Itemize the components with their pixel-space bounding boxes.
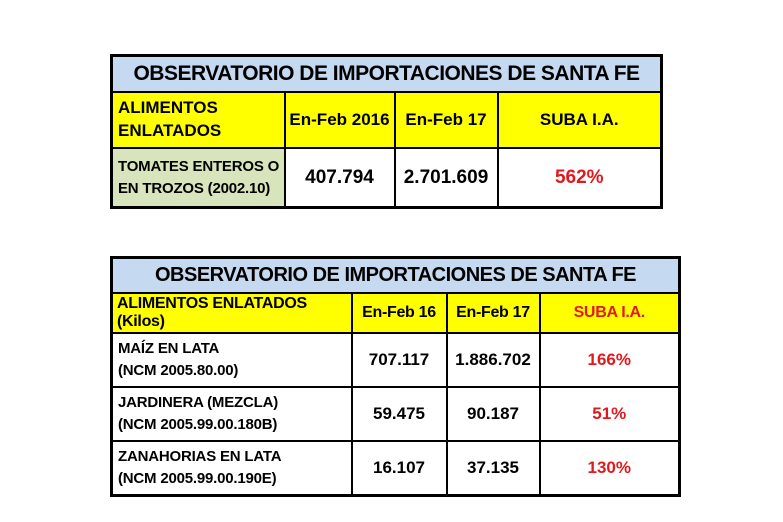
- value-en-feb-17: 37.135: [445, 440, 541, 497]
- table-row: JARDINERA (MEZCLA) (NCM 2005.99.00.180B)…: [110, 386, 681, 442]
- value-suba-ia: 166%: [538, 332, 681, 388]
- table-title: OBSERVATORIO DE IMPORTACIONES DE SANTA F…: [110, 54, 663, 93]
- value-en-feb-16: 16.107: [350, 440, 448, 497]
- row-label-line2: EN TROZOS (2002.10): [118, 179, 271, 197]
- column-header-en-feb-2016: En-Feb 2016: [283, 91, 396, 149]
- value-en-feb-17: 1.886.702: [445, 332, 541, 388]
- row-label-jardinera: JARDINERA (MEZCLA) (NCM 2005.99.00.180B): [110, 386, 353, 442]
- table-row: TOMATES ENTEROS O EN TROZOS (2002.10) 40…: [110, 147, 663, 209]
- row-label-line2: (NCM 2005.99.00.180B): [118, 416, 278, 433]
- row-label-line2: (NCM 2005.99.00.190E): [118, 470, 277, 487]
- column-header-suba-ia: SUBA I.A.: [538, 292, 681, 334]
- row-label-line1: JARDINERA (MEZCLA): [118, 394, 279, 412]
- table-row: ZANAHORIAS EN LATA (NCM 2005.99.00.190E)…: [110, 440, 681, 497]
- table-row: OBSERVATORIO DE IMPORTACIONES DE SANTA F…: [110, 256, 681, 294]
- table-row: ALIMENTOS ENLATADOS En-Feb 2016 En-Feb 1…: [110, 91, 663, 149]
- value-suba-ia: 130%: [538, 440, 681, 497]
- row-label-line1: TOMATES ENTEROS O: [118, 157, 280, 175]
- imports-table-tomatoes: OBSERVATORIO DE IMPORTACIONES DE SANTA F…: [110, 54, 664, 209]
- row-label-line1: MAÍZ EN LATA: [118, 340, 220, 358]
- imports-table-kilos: OBSERVATORIO DE IMPORTACIONES DE SANTA F…: [110, 256, 682, 497]
- value-suba-ia: 562%: [496, 147, 663, 209]
- row-label-zanahorias: ZANAHORIAS EN LATA (NCM 2005.99.00.190E): [110, 440, 353, 497]
- table-title: OBSERVATORIO DE IMPORTACIONES DE SANTA F…: [110, 256, 681, 294]
- value-en-feb-17: 90.187: [445, 386, 541, 442]
- row-label-maiz: MAÍZ EN LATA (NCM 2005.80.00): [110, 332, 353, 388]
- table-row: MAÍZ EN LATA (NCM 2005.80.00) 707.117 1.…: [110, 332, 681, 388]
- table-row: ALIMENTOS ENLATADOS (Kilos) En-Feb 16 En…: [110, 292, 681, 334]
- value-en-feb-17: 2.701.609: [393, 147, 499, 209]
- column-header-en-feb-16: En-Feb 16: [350, 292, 448, 334]
- value-suba-ia: 51%: [538, 386, 681, 442]
- row-label-line2: (NCM 2005.80.00): [118, 362, 239, 379]
- column-header-en-feb-17: En-Feb 17: [445, 292, 541, 334]
- column-header-alimentos-kilos: ALIMENTOS ENLATADOS (Kilos): [110, 292, 353, 334]
- value-en-feb-16: 59.475: [350, 386, 448, 442]
- column-header-suba-ia: SUBA I.A.: [496, 91, 663, 149]
- table-row: OBSERVATORIO DE IMPORTACIONES DE SANTA F…: [110, 54, 663, 93]
- column-header-en-feb-17: En-Feb 17: [393, 91, 499, 149]
- row-label-tomates: TOMATES ENTEROS O EN TROZOS (2002.10): [110, 147, 286, 209]
- value-en-feb-2016: 407.794: [283, 147, 396, 209]
- column-header-alimentos: ALIMENTOS ENLATADOS: [110, 91, 286, 149]
- value-en-feb-16: 707.117: [350, 332, 448, 388]
- row-label-line1: ZANAHORIAS EN LATA: [118, 448, 282, 466]
